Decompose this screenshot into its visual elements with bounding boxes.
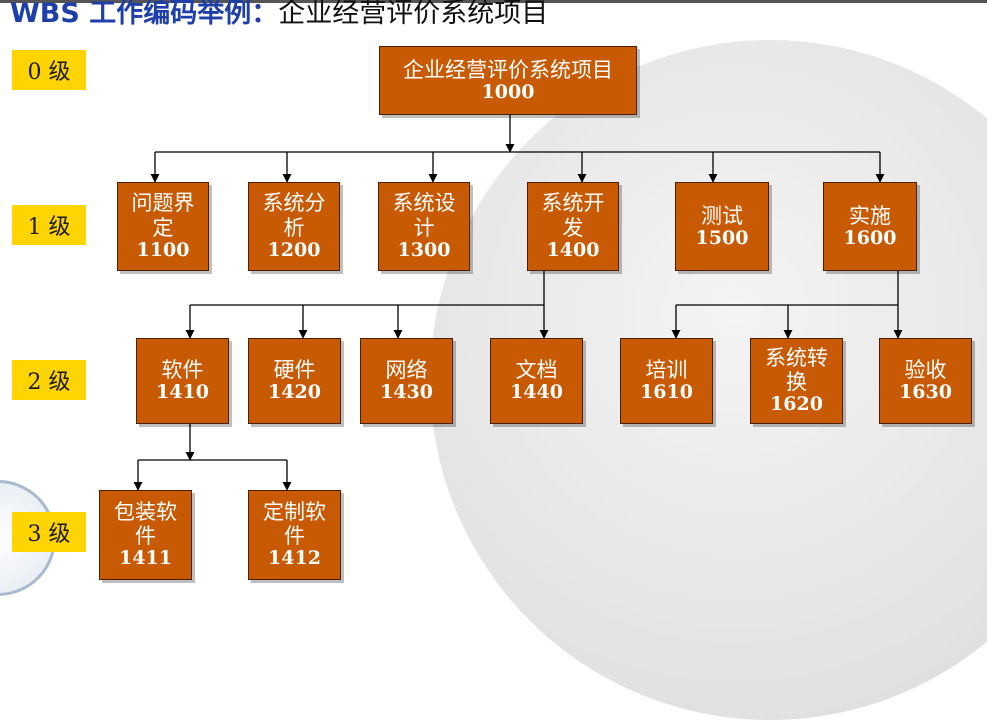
node-1411: 包装软 件 1411 xyxy=(99,490,192,580)
node-1440: 文档 1440 xyxy=(490,338,583,424)
node-1630: 验收 1630 xyxy=(879,338,972,424)
node-1620-label: 系统转 换 xyxy=(765,345,828,395)
node-1410-code: 1410 xyxy=(156,381,209,404)
node-1500-label: 测试 xyxy=(701,203,743,228)
node-1100-code: 1100 xyxy=(136,238,190,261)
node-1440-label: 文档 xyxy=(515,358,558,382)
title-rest: 企业经营评价系统项目 xyxy=(278,0,549,29)
node-1300: 系统设 计 1300 xyxy=(378,182,470,271)
node-1410-label: 软件 xyxy=(161,358,204,382)
node-1500: 测试 1500 xyxy=(675,182,769,271)
node-1200: 系统分 析 1200 xyxy=(248,182,340,271)
node-1420-code: 1420 xyxy=(268,381,321,404)
node-1000-code: 1000 xyxy=(481,80,535,103)
top-bar xyxy=(0,0,987,3)
node-1410: 软件 1410 xyxy=(136,338,229,424)
connector-lines xyxy=(133,115,903,491)
node-1300-code: 1300 xyxy=(397,238,451,261)
node-1100: 问题界 定 1100 xyxy=(117,182,209,271)
node-1200-code: 1200 xyxy=(267,238,321,261)
node-1420-label: 硬件 xyxy=(273,358,316,382)
level-1-label: 1 级 xyxy=(12,205,86,245)
page-title: WBS 工作编码举例：企业经营评价系统项目 xyxy=(10,0,548,32)
level-2-label: 2 级 xyxy=(12,360,86,400)
node-1430: 网络 1430 xyxy=(360,338,453,424)
node-1600-code: 1600 xyxy=(843,226,897,249)
level-0-label: 0 级 xyxy=(12,50,86,90)
level-3-label: 3 级 xyxy=(12,512,86,552)
node-1630-label: 验收 xyxy=(904,358,947,382)
node-1000: 企业经营评价系统项目 1000 xyxy=(379,46,637,115)
node-1411-label: 包装软 件 xyxy=(114,499,177,549)
node-1400: 系统开 发 1400 xyxy=(527,182,619,271)
node-1440-code: 1440 xyxy=(510,381,563,404)
node-1430-label: 网络 xyxy=(385,358,428,382)
node-1600-label: 实施 xyxy=(849,203,891,228)
node-1000-label: 企业经营评价系统项目 xyxy=(403,57,613,82)
node-1620-code: 1620 xyxy=(770,393,823,416)
node-1620: 系统转 换 1620 xyxy=(750,338,843,424)
node-1610: 培训 1610 xyxy=(620,338,713,424)
node-1412-code: 1412 xyxy=(268,547,321,570)
node-1610-label: 培训 xyxy=(645,358,688,382)
node-1610-code: 1610 xyxy=(640,381,693,404)
node-1412: 定制软 件 1412 xyxy=(248,490,341,580)
title-lead: WBS 工作编码举例： xyxy=(10,0,279,29)
node-1412-label: 定制软 件 xyxy=(263,499,326,549)
node-1200-label: 系统分 析 xyxy=(262,191,326,240)
node-1600: 实施 1600 xyxy=(823,182,917,271)
node-1300-label: 系统设 计 xyxy=(392,191,456,240)
node-1411-code: 1411 xyxy=(119,547,172,570)
node-1400-label: 系统开 发 xyxy=(541,191,605,240)
node-1630-code: 1630 xyxy=(899,381,952,404)
node-1430-code: 1430 xyxy=(380,381,433,404)
node-1400-code: 1400 xyxy=(546,238,600,261)
node-1420: 硬件 1420 xyxy=(248,338,341,424)
node-1100-label: 问题界 定 xyxy=(131,191,195,240)
node-1500-code: 1500 xyxy=(695,226,749,249)
